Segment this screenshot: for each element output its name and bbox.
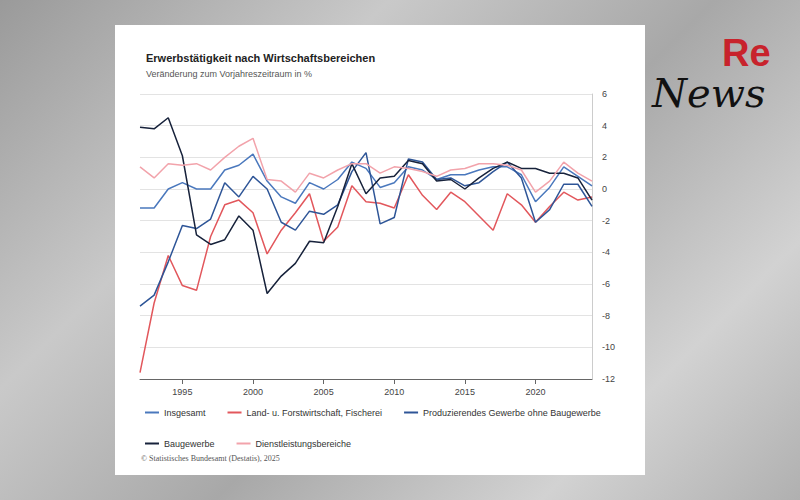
svg-text:Baugewerbe: Baugewerbe [164, 439, 215, 449]
svg-text:© Statistisches Bundesamt (Des: © Statistisches Bundesamt (Destatis), 20… [141, 454, 280, 463]
svg-text:2015: 2015 [455, 387, 475, 397]
svg-text:Land- u. Forstwirtschaft, Fisc: Land- u. Forstwirtschaft, Fischerei [247, 408, 383, 418]
svg-text:Dienstleistungsbereiche: Dienstleistungsbereiche [256, 439, 352, 449]
svg-text:2000: 2000 [243, 387, 263, 397]
html-text:Re: Re [722, 32, 771, 74]
svg-text:6: 6 [602, 89, 607, 99]
svg-text:4: 4 [602, 121, 607, 131]
svg-text:-4: -4 [602, 247, 610, 257]
svg-text:2010: 2010 [384, 387, 404, 397]
svg-text:-8: -8 [602, 311, 610, 321]
svg-text:0: 0 [602, 184, 607, 194]
svg-text:-12: -12 [602, 374, 615, 384]
svg-text:-2: -2 [602, 216, 610, 226]
svg-text:Erwerbstätigkeit nach Wirtscha: Erwerbstätigkeit nach Wirtschaftsbereich… [146, 52, 375, 64]
svg-text:2005: 2005 [314, 387, 334, 397]
svg-text:2020: 2020 [525, 387, 545, 397]
svg-text:Insgesamt: Insgesamt [164, 408, 206, 418]
html-text:News: News [652, 70, 766, 116]
svg-text:Veränderung zum Vorjahreszeitr: Veränderung zum Vorjahreszeitraum in % [146, 69, 312, 79]
svg-text:-10: -10 [602, 342, 615, 352]
svg-text:1995: 1995 [172, 387, 192, 397]
svg-text:-6: -6 [602, 279, 610, 289]
svg-text:2: 2 [602, 152, 607, 162]
svg-text:Produzierendes Gewerbe ohne Ba: Produzierendes Gewerbe ohne Baugewerbe [423, 408, 601, 418]
